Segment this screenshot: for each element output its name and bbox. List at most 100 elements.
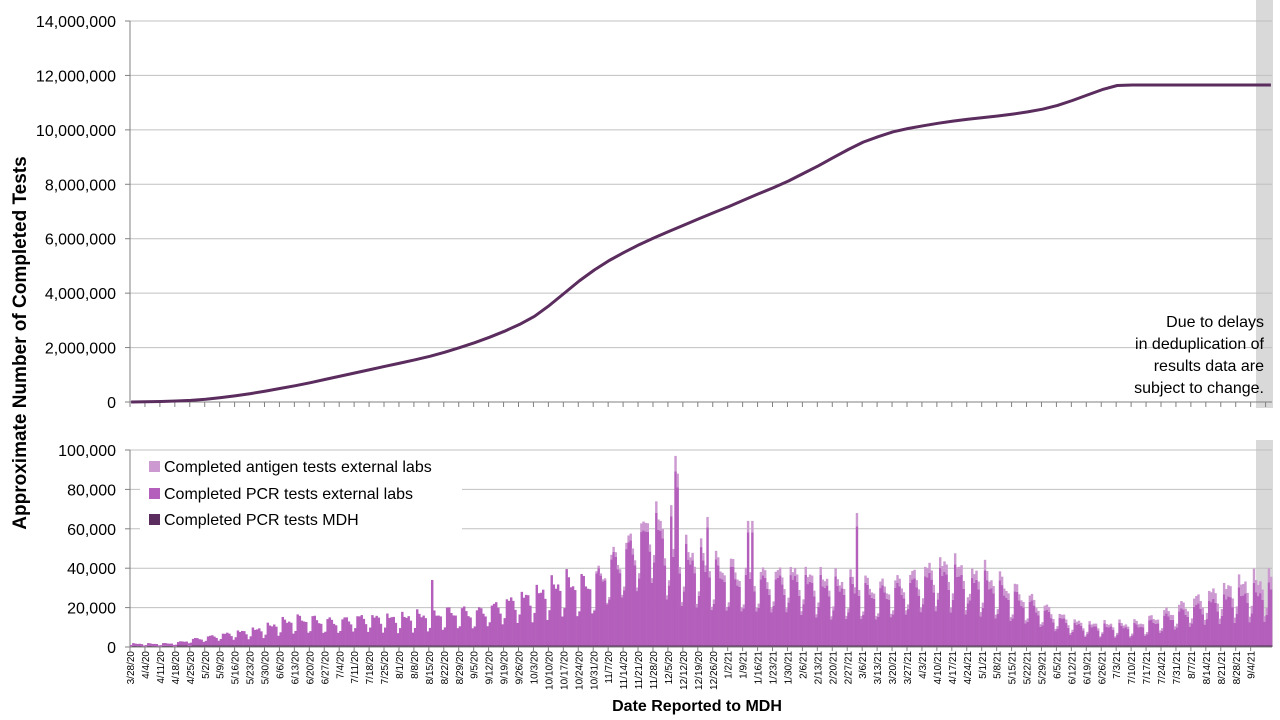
bar-mdh-pcr xyxy=(774,645,778,647)
bar-external-pcr xyxy=(815,617,818,646)
cumulative-tests-panel: 0 2,000,000 4,000,000 6,000,000 8,000,000 10,… xyxy=(36,0,1273,412)
bar-mdh-pcr xyxy=(629,645,632,647)
x-tick-label: 2/20/21 xyxy=(828,651,839,685)
bar-mdh-pcr xyxy=(753,645,756,647)
bar-external-antigen xyxy=(851,576,854,584)
bar-external-antigen xyxy=(862,611,865,615)
bar-mdh-pcr xyxy=(1218,645,1222,647)
bar-external-antigen xyxy=(951,593,955,600)
x-tick-label: 1/30/21 xyxy=(784,651,795,685)
bar-external-pcr xyxy=(864,582,867,646)
bar-external-antigen xyxy=(1158,630,1162,633)
bar-mdh-pcr xyxy=(810,645,814,647)
x-tick-label: 6/20/20 xyxy=(305,651,316,685)
legend-label-antigen: Completed antigen tests external labs xyxy=(164,459,432,476)
bar-mdh-pcr xyxy=(356,645,359,647)
x-tick-label: 9/5/20 xyxy=(470,651,481,679)
bar-mdh-pcr xyxy=(373,645,376,647)
bar-mdh-pcr xyxy=(1261,645,1264,647)
bar-mdh-pcr xyxy=(953,645,957,647)
bar-mdh-pcr xyxy=(1235,645,1239,647)
bar-mdh-pcr xyxy=(277,645,280,647)
bar-external-pcr xyxy=(206,636,210,646)
bar-mdh-pcr xyxy=(926,645,929,647)
bar-external-pcr xyxy=(486,626,489,646)
bar-external-pcr xyxy=(445,607,449,646)
bar-mdh-pcr xyxy=(823,645,827,647)
bar-mdh-pcr xyxy=(507,645,511,647)
bar-external-pcr xyxy=(149,643,152,646)
bar-mdh-pcr xyxy=(497,645,500,647)
bar-mdh-pcr xyxy=(531,645,534,647)
bar-external-antigen xyxy=(793,568,797,577)
bar-external-antigen xyxy=(1161,628,1164,632)
bar-external-pcr xyxy=(1257,596,1260,646)
bar-mdh-pcr xyxy=(1227,645,1230,647)
bar-mdh-pcr xyxy=(332,645,336,647)
bar-external-antigen xyxy=(691,552,694,561)
bar-external-pcr xyxy=(768,595,771,646)
bar-external-antigen xyxy=(1235,606,1239,614)
x-tick-label: 7/3/21 xyxy=(1112,651,1123,679)
bar-mdh-pcr xyxy=(603,645,607,647)
bar-mdh-pcr xyxy=(1139,645,1143,647)
top-y-tick-label: 12,000,000 xyxy=(36,68,116,85)
bar-mdh-pcr xyxy=(1124,645,1128,647)
bar-external-pcr xyxy=(627,542,630,646)
bar-external-antigen xyxy=(889,613,893,618)
bar-mdh-pcr xyxy=(900,645,904,647)
bar-external-antigen xyxy=(1003,588,1006,596)
bar-mdh-pcr xyxy=(388,645,391,647)
bar-external-pcr xyxy=(857,595,861,646)
bar-external-pcr xyxy=(164,643,167,646)
bar-external-pcr xyxy=(243,631,246,646)
bar-external-pcr xyxy=(734,579,737,646)
bar-external-antigen xyxy=(603,578,607,581)
bar-external-pcr xyxy=(179,641,182,646)
bar-external-antigen xyxy=(1214,593,1217,603)
bar-mdh-pcr xyxy=(179,645,182,647)
bar-external-antigen xyxy=(864,575,867,583)
bar-external-antigen xyxy=(911,570,914,580)
bar-external-pcr xyxy=(1092,626,1096,646)
bar-external-pcr xyxy=(953,564,957,646)
bar-external-antigen xyxy=(620,594,624,598)
bar-mdh-pcr xyxy=(1242,645,1245,647)
x-tick-label: 12/5/20 xyxy=(664,651,675,685)
bar-mdh-pcr xyxy=(725,645,728,647)
bar-external-pcr xyxy=(855,526,859,646)
x-tick-label: 10/17/20 xyxy=(559,651,570,690)
bar-external-antigen xyxy=(1107,624,1111,628)
bar-external-pcr xyxy=(1248,622,1251,646)
bar-external-antigen xyxy=(1092,623,1096,627)
bar-external-pcr xyxy=(802,604,805,646)
bar-external-pcr xyxy=(550,575,553,646)
bar-external-pcr xyxy=(968,600,972,646)
bar-external-antigen xyxy=(877,613,880,617)
bar-external-antigen xyxy=(702,553,705,561)
data-delay-note-line-2: in deduplication of xyxy=(1135,336,1265,353)
bar-external-pcr xyxy=(1054,631,1057,646)
x-tick-label: 2/27/21 xyxy=(843,651,854,685)
bar-external-antigen xyxy=(983,559,987,571)
bar-external-pcr xyxy=(1003,595,1006,646)
bar-external-pcr xyxy=(407,616,410,646)
bar-mdh-pcr xyxy=(1035,645,1038,647)
bar-mdh-pcr xyxy=(465,645,468,647)
bar-external-antigen xyxy=(1137,624,1140,628)
bar-mdh-pcr xyxy=(1250,645,1254,647)
bar-external-pcr xyxy=(1067,627,1070,646)
bar-mdh-pcr xyxy=(606,645,609,647)
bar-external-antigen xyxy=(979,612,982,617)
bar-external-antigen xyxy=(595,571,598,574)
bar-external-pcr xyxy=(616,569,620,646)
bar-mdh-pcr xyxy=(460,645,464,647)
bar-external-antigen xyxy=(939,557,942,569)
bar-external-pcr xyxy=(1250,613,1254,646)
bar-mdh-pcr xyxy=(819,645,822,647)
bar-external-pcr xyxy=(424,618,428,646)
bar-mdh-pcr xyxy=(943,645,946,647)
bar-external-pcr xyxy=(1116,634,1119,646)
bar-mdh-pcr xyxy=(454,645,457,647)
bar-external-pcr xyxy=(339,630,342,646)
